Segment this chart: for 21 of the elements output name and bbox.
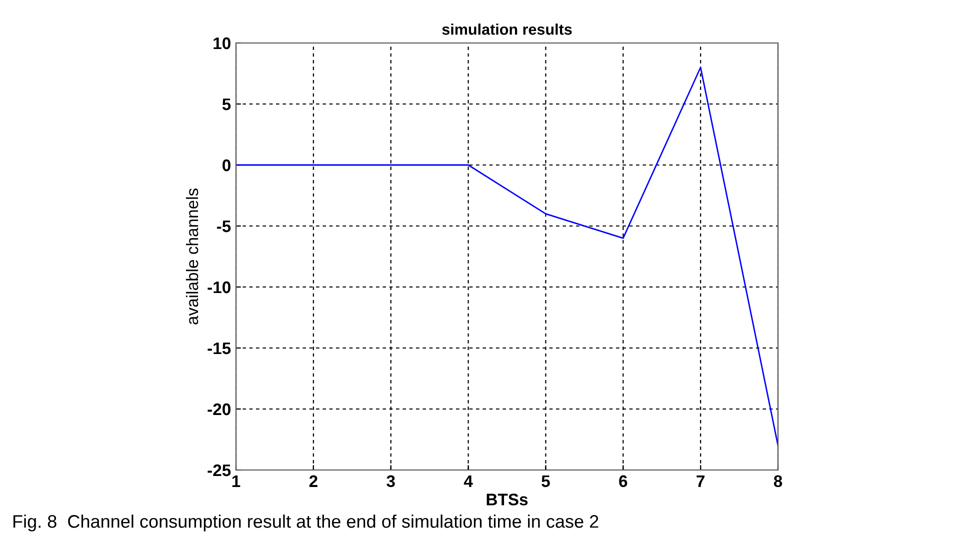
x-axis-title: BTSs [486, 494, 528, 506]
y-tick-label: -25 [208, 464, 231, 476]
x-tick-label: 5 [542, 475, 550, 488]
x-tick-label: 2 [309, 475, 318, 487]
y-axis-title: available channels [186, 188, 198, 324]
x-tick-label: 1 [232, 475, 240, 487]
y-tick-label: 10 [214, 37, 230, 50]
y-tick-label: -15 [208, 342, 231, 354]
chart-title: simulation results [442, 24, 572, 35]
y-tick-label: -5 [216, 220, 231, 232]
y-tick-label: 5 [222, 98, 231, 110]
x-tick-label: 8 [774, 475, 782, 488]
x-tick-label: 6 [619, 475, 628, 488]
x-tick-label: 4 [464, 475, 473, 487]
y-tick-label: -20 [208, 403, 230, 416]
caption: Fig. 8 Channel consumption result at the end of simulation time in case 2 [13, 514, 598, 532]
x-tick-label: 7 [696, 475, 704, 487]
y-tick-label: -10 [208, 281, 230, 294]
line-series [236, 66, 778, 446]
y-tick-label: 0 [222, 159, 230, 172]
x-tick-label: 3 [386, 475, 395, 488]
